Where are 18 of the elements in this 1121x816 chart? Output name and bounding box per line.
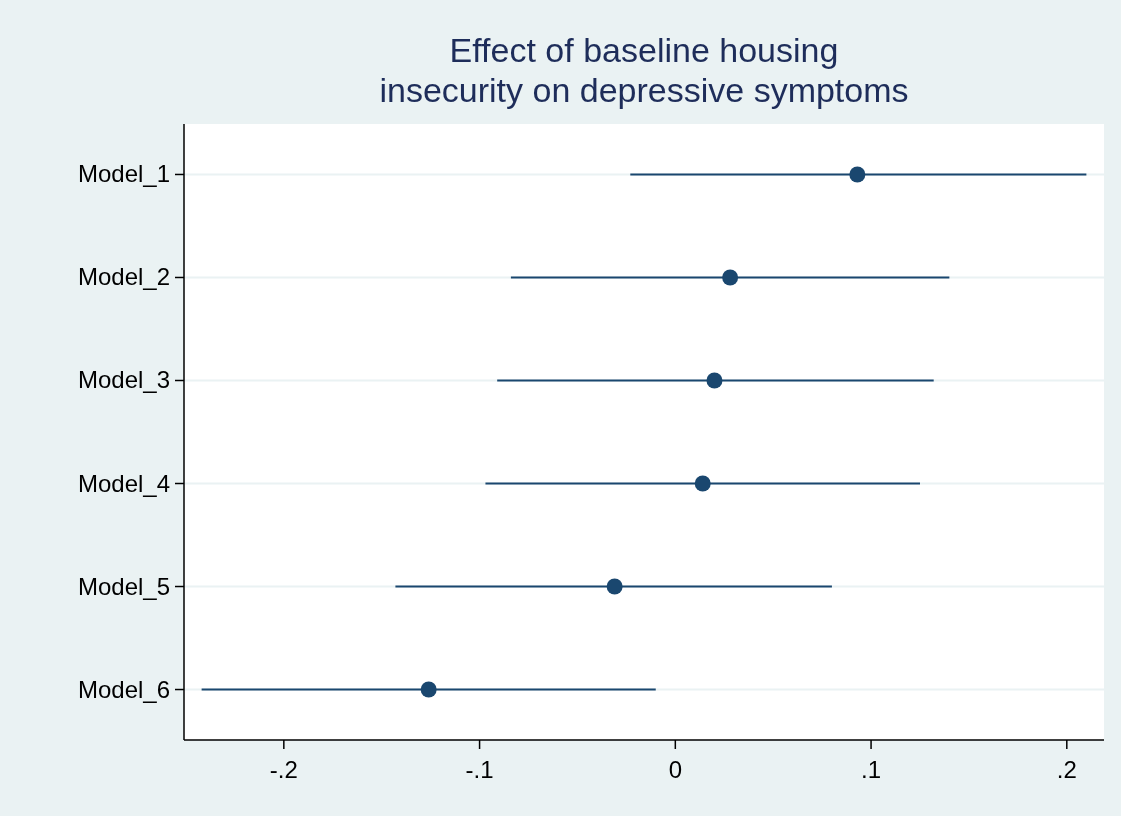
point [606, 578, 623, 595]
y-tick-label: Model_4 [77, 469, 170, 497]
point [694, 475, 711, 492]
y-tick-label: Model_3 [77, 366, 170, 394]
y-tick-label: Model_6 [77, 675, 170, 703]
x-tick-label: -.2 [269, 756, 298, 783]
y-tick-label: Model_2 [77, 263, 170, 291]
x-tick-label: 0 [668, 756, 682, 783]
x-tick-label: -.1 [465, 756, 494, 783]
point [722, 269, 739, 286]
point [420, 681, 437, 698]
x-tick-label: .2 [1056, 756, 1077, 783]
y-tick-label: Model_1 [77, 160, 170, 188]
point [706, 372, 723, 389]
point [849, 166, 866, 183]
y-tick-label: Model_5 [77, 572, 170, 600]
chart-title: Effect of baseline housing insecurity on depressive symptoms [379, 31, 909, 109]
x-tick-label: .1 [861, 756, 882, 783]
